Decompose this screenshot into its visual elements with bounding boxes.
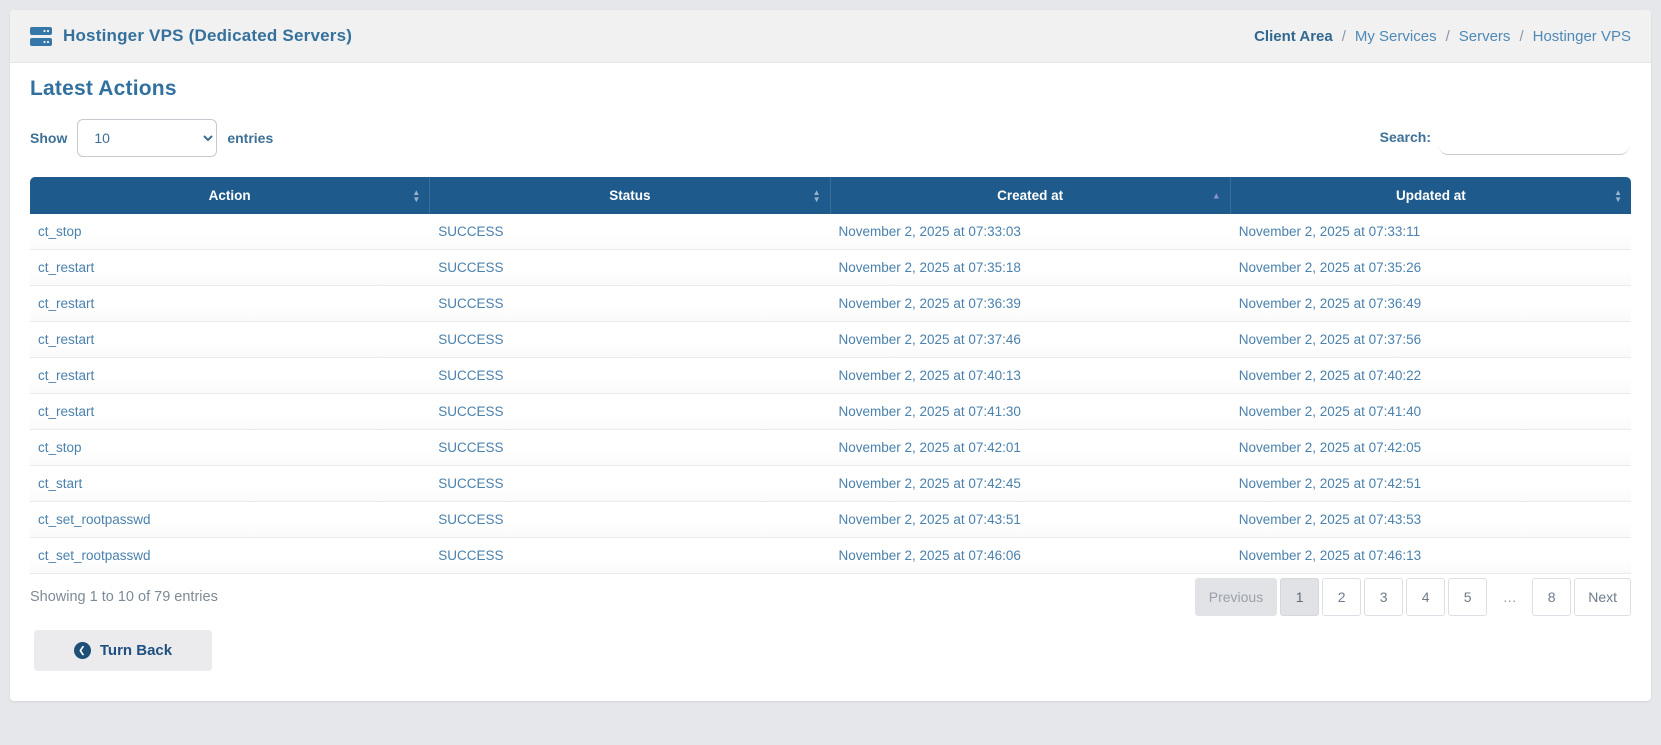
sort-icon: ▲ ▼	[1614, 187, 1622, 204]
created-at-cell: November 2, 2025 at 07:42:01	[830, 430, 1231, 466]
created-at-cell: November 2, 2025 at 07:33:03	[830, 214, 1231, 250]
pagination-3[interactable]: 3	[1364, 578, 1404, 616]
table-row: ct_restart SUCCESS November 2, 2025 at 0…	[30, 358, 1631, 394]
created-at-cell: November 2, 2025 at 07:40:13	[830, 358, 1231, 394]
updated-at-cell: November 2, 2025 at 07:42:51	[1230, 466, 1631, 502]
pagination-2[interactable]: 2	[1322, 578, 1362, 616]
created-at-cell: November 2, 2025 at 07:42:45	[830, 466, 1231, 502]
updated-at-cell: November 2, 2025 at 07:41:40	[1230, 394, 1631, 430]
card-body: Latest Actions Show 10 entries Search: A…	[10, 63, 1651, 701]
status-cell: SUCCESS	[430, 250, 831, 286]
turn-back-button[interactable]: ❮ Turn Back	[34, 630, 212, 671]
action-cell: ct_restart	[30, 358, 431, 394]
table-header-row: Action ▲ ▼ Status ▲ ▼ Created at ▲ Updated…	[30, 177, 1631, 214]
action-cell: ct_set_rootpasswd	[30, 538, 431, 574]
table-row: ct_restart SUCCESS November 2, 2025 at 0…	[30, 286, 1631, 322]
server-icon	[30, 26, 52, 46]
created-at-cell: November 2, 2025 at 07:37:46	[830, 322, 1231, 358]
section-heading: Latest Actions	[30, 77, 177, 100]
table-row: ct_restart SUCCESS November 2, 2025 at 0…	[30, 322, 1631, 358]
pagination-previous: Previous	[1194, 578, 1278, 616]
status-cell: SUCCESS	[430, 502, 831, 538]
breadcrumb: Client Area / My Services / Servers / Ho…	[1254, 28, 1631, 45]
updated-at-cell: November 2, 2025 at 07:33:11	[1230, 214, 1631, 250]
action-cell: ct_set_rootpasswd	[30, 502, 431, 538]
action-cell: ct_stop	[30, 430, 431, 466]
action-cell: ct_start	[30, 466, 431, 502]
pagination-5[interactable]: 5	[1448, 578, 1488, 616]
action-cell: ct_restart	[30, 286, 431, 322]
page-length-control: Show 10 entries	[30, 119, 273, 157]
created-at-cell: November 2, 2025 at 07:46:06	[830, 538, 1231, 574]
search-control: Search:	[1380, 121, 1631, 155]
pagination-4[interactable]: 4	[1406, 578, 1446, 616]
pagination-1[interactable]: 1	[1280, 578, 1320, 616]
search-input[interactable]	[1439, 121, 1629, 155]
updated-at-cell: November 2, 2025 at 07:42:05	[1230, 430, 1631, 466]
breadcrumb-hostinger-vps[interactable]: Hostinger VPS	[1532, 27, 1631, 45]
created-at-cell: November 2, 2025 at 07:43:51	[830, 502, 1231, 538]
table-body: ct_stop SUCCESS November 2, 2025 at 07:3…	[30, 214, 1631, 574]
table-footer: Showing 1 to 10 of 79 entries Previous 1 2…	[30, 576, 1631, 618]
table-row: ct_set_rootpasswd SUCCESS November 2, 20…	[30, 538, 1631, 574]
action-cell: ct_stop	[30, 214, 431, 250]
status-cell: SUCCESS	[430, 538, 831, 574]
search-label: Search:	[1379, 129, 1431, 145]
pagination-8[interactable]: 8	[1532, 578, 1572, 616]
breadcrumb-separator: /	[1341, 27, 1346, 45]
breadcrumb-separator: /	[1519, 27, 1524, 45]
action-cell: ct_restart	[30, 322, 431, 358]
status-cell: SUCCESS	[430, 430, 831, 466]
sort-asc-icon: ▲	[1211, 190, 1221, 200]
latest-actions-table: Action ▲ ▼ Status ▲ ▼ Created at ▲ Updated…	[30, 177, 1631, 574]
status-cell: SUCCESS	[430, 322, 831, 358]
table-info: Showing 1 to 10 of 79 entries	[30, 589, 218, 605]
table-row: ct_start SUCCESS November 2, 2025 at 07:…	[30, 466, 1631, 502]
status-cell: SUCCESS	[430, 394, 831, 430]
pagination-next[interactable]: Next	[1574, 578, 1631, 616]
pagination: Previous 1 2 3 4 5… 8 Next	[1194, 578, 1631, 616]
updated-at-cell: November 2, 2025 at 07:43:53	[1230, 502, 1631, 538]
breadcrumb-client-area: Client Area	[1254, 27, 1333, 45]
page-length-select[interactable]: 10	[77, 119, 218, 157]
status-cell: SUCCESS	[430, 358, 831, 394]
table-row: ct_stop SUCCESS November 2, 2025 at 07:3…	[30, 214, 1631, 250]
action-cell: ct_restart	[30, 250, 431, 286]
sort-icon: ▲ ▼	[412, 187, 421, 204]
updated-at-cell: November 2, 2025 at 07:35:26	[1230, 250, 1631, 286]
arrow-circle-left-icon: ❮	[73, 642, 91, 659]
status-cell: SUCCESS	[430, 214, 831, 250]
column-header-created-at[interactable]: Created at ▲	[830, 177, 1231, 214]
updated-at-cell: November 2, 2025 at 07:46:13	[1230, 538, 1631, 574]
card-title: Hostinger VPS (Dedicated Servers)	[30, 26, 352, 46]
table-controls: Show 10 entries Search:	[30, 119, 1631, 157]
table-row: ct_set_rootpasswd SUCCESS November 2, 20…	[30, 502, 1631, 538]
breadcrumb-separator: /	[1445, 27, 1450, 45]
sort-icon: ▲ ▼	[812, 187, 821, 204]
column-header-action[interactable]: Action ▲ ▼	[30, 177, 431, 214]
page-title: Hostinger VPS (Dedicated Servers)	[63, 26, 353, 45]
status-cell: SUCCESS	[430, 466, 831, 502]
updated-at-cell: November 2, 2025 at 07:40:22	[1230, 358, 1631, 394]
breadcrumb-servers[interactable]: Servers	[1458, 27, 1511, 45]
table-row: ct_restart SUCCESS November 2, 2025 at 0…	[30, 250, 1631, 286]
show-label: Show	[30, 130, 68, 146]
updated-at-cell: November 2, 2025 at 07:37:56	[1230, 322, 1631, 358]
created-at-cell: November 2, 2025 at 07:36:39	[830, 286, 1231, 322]
main-card: Hostinger VPS (Dedicated Servers) Client…	[10, 10, 1651, 701]
created-at-cell: November 2, 2025 at 07:35:18	[830, 250, 1231, 286]
card-header: Hostinger VPS (Dedicated Servers) Client…	[10, 10, 1651, 63]
status-cell: SUCCESS	[430, 286, 831, 322]
action-cell: ct_restart	[30, 394, 431, 430]
table-row: ct_stop SUCCESS November 2, 2025 at 07:4…	[30, 430, 1631, 466]
entries-label: entries	[227, 130, 274, 146]
pagination-: …	[1490, 578, 1529, 616]
created-at-cell: November 2, 2025 at 07:41:30	[830, 394, 1231, 430]
column-header-status[interactable]: Status ▲ ▼	[430, 177, 831, 214]
table-row: ct_restart SUCCESS November 2, 2025 at 0…	[30, 394, 1631, 430]
column-header-updated-at[interactable]: Updated at ▲ ▼	[1230, 177, 1631, 214]
turn-back-label: Turn Back	[99, 642, 173, 659]
breadcrumb-my-services[interactable]: My Services	[1354, 27, 1437, 45]
updated-at-cell: November 2, 2025 at 07:36:49	[1230, 286, 1631, 322]
